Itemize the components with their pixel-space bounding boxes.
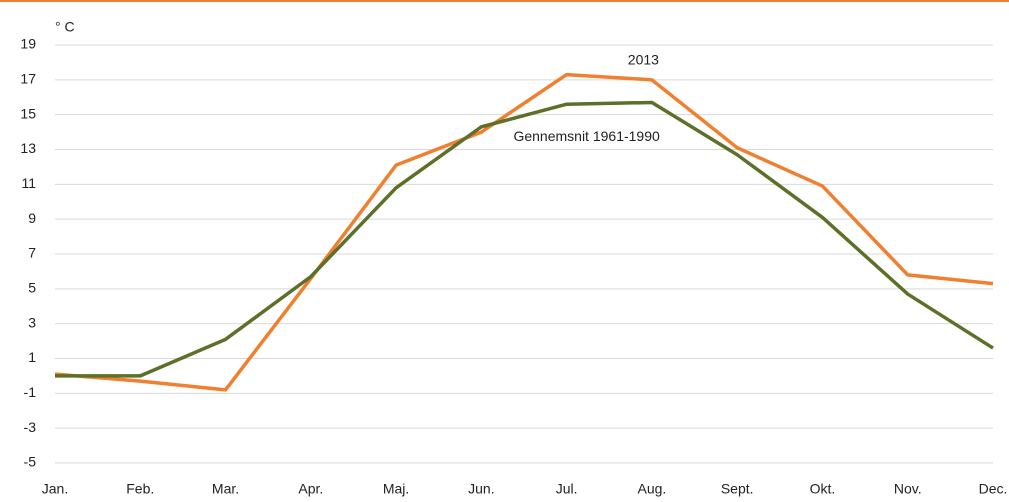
y-tick-label: 11: [21, 175, 36, 191]
y-tick-label: 7: [28, 245, 36, 261]
y-tick-label: 3: [28, 314, 36, 330]
y-tick-label: -5: [24, 454, 37, 470]
series-label: 2013: [628, 51, 659, 67]
y-tick-label: 17: [20, 71, 36, 87]
x-tick-label: Jul.: [556, 481, 578, 497]
x-tick-label: Sept.: [721, 481, 754, 497]
series-line: [54, 72, 994, 392]
y-tick-label: -1: [24, 384, 37, 400]
y-tick-label: 1: [28, 349, 36, 365]
y-unit: ° C: [55, 19, 75, 35]
y-tick-label: -3: [24, 419, 37, 435]
y-tick-label: 19: [20, 36, 36, 52]
x-tick-label: Mar.: [212, 481, 239, 497]
x-tick-label: Maj.: [383, 481, 409, 497]
series-line: [55, 100, 994, 378]
x-tick-label: Jun.: [468, 481, 494, 497]
x-tick-label: Apr.: [298, 481, 323, 497]
y-tick-label: 15: [20, 105, 36, 121]
x-tick-label: Dec.: [979, 481, 1008, 497]
x-tick-label: Aug.: [638, 481, 667, 497]
y-tick-label: 9: [28, 210, 36, 226]
y-tick-label: 13: [20, 140, 36, 156]
x-tick-label: Okt.: [810, 481, 836, 497]
x-tick-label: Jan.: [42, 481, 68, 497]
x-tick-label: Nov.: [894, 481, 922, 497]
series-label: Gennemsnit 1961-1990: [513, 128, 660, 144]
x-tick-label: Feb.: [126, 481, 154, 497]
y-tick-label: 5: [28, 280, 36, 296]
